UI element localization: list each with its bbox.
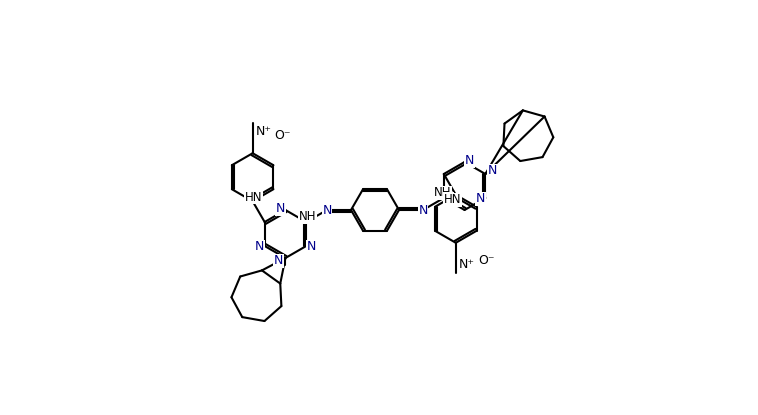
Text: N: N [487, 164, 497, 178]
Text: O⁻: O⁻ [274, 129, 291, 142]
Text: N: N [444, 193, 453, 205]
Text: N: N [276, 203, 285, 215]
Text: N⁺: N⁺ [255, 125, 271, 138]
Text: N: N [418, 203, 428, 217]
Text: N: N [322, 203, 332, 217]
Text: HN: HN [245, 191, 262, 204]
Text: N: N [274, 254, 283, 268]
Text: N⁺: N⁺ [459, 258, 475, 271]
Text: O⁻: O⁻ [478, 254, 494, 267]
Text: N: N [306, 241, 316, 254]
Text: NH: NH [434, 186, 452, 200]
Text: N: N [465, 154, 475, 168]
Text: NH: NH [299, 210, 316, 224]
Text: N: N [476, 193, 485, 205]
Text: N: N [255, 241, 265, 254]
Text: HN: HN [444, 193, 462, 206]
